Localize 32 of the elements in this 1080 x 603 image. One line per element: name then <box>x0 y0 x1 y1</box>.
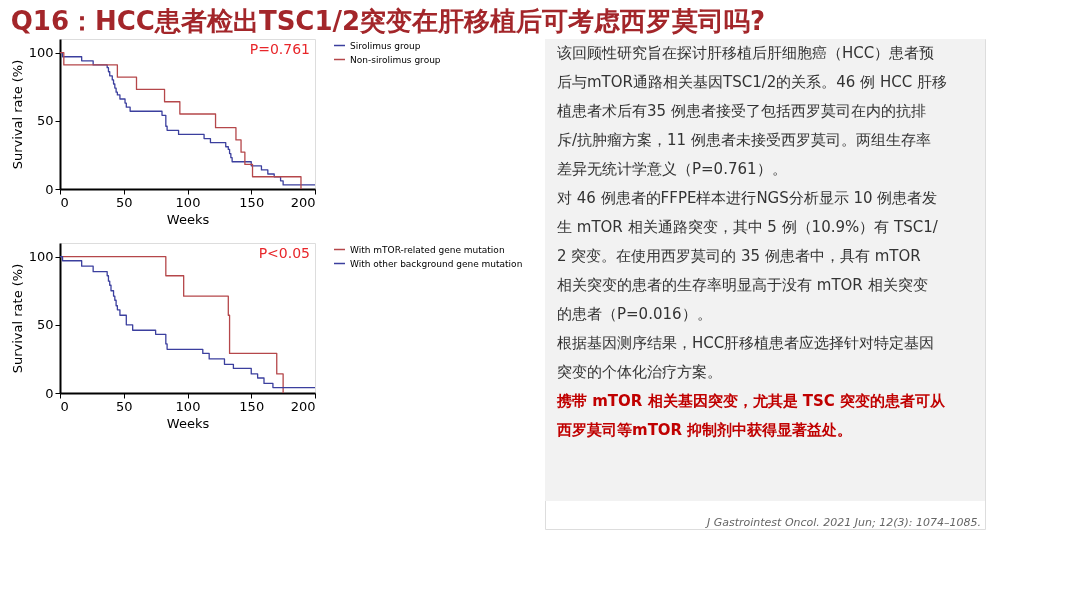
x-tick-label: 100 <box>175 398 201 414</box>
text: J Gastrointest Oncol. 2021 Jun; 12(3): 1074–1085. <box>704 516 981 529</box>
text: Q16：HCC患者检出TSC1/2突变在肝移植后可考虑西罗莫司吗? <box>10 5 766 36</box>
y-tick-label: 0 <box>45 181 54 197</box>
y-tick-label: 100 <box>28 45 54 61</box>
y-tick-label: 0 <box>45 385 54 401</box>
annotation: P=0.761 <box>249 41 310 57</box>
legend-label: Non-sirolimus group <box>350 54 441 65</box>
text: 对 46 例患者的FFPE样本进行NGS分析显示 10 例患者发生 mTOR 相关通路突变，其中 5 例（10.9%）有 TSC1/2 突变。在使用西罗莫司的 35 例患者中，具有 mTOR 相关突变的患者的生存率明显高于没有 mTOR 相关突变的患者（P=0.016）。 <box>557 189 939 323</box>
legend-label: Sirolimus group <box>350 40 421 51</box>
y-axis-title: Survival rate (%) <box>9 263 25 374</box>
annotation: P<0.05 <box>258 245 310 261</box>
text: 携带 mTOR 相关基因突变，尤其是 TSC 突变的患者可从西罗莫司等mTOR 抑制剂中获得显著益处。 <box>556 392 947 439</box>
x-axis-title: Weeks <box>166 211 210 227</box>
x-tick-label: 200 <box>290 194 316 210</box>
legend-label: With mTOR-related gene mutation <box>350 244 505 255</box>
x-tick-label: 0 <box>60 398 69 414</box>
x-tick-label: 50 <box>115 398 133 414</box>
legend-label: With other background gene mutation <box>350 258 523 269</box>
x-tick-label: 150 <box>239 398 265 414</box>
x-tick-label: 0 <box>60 194 69 210</box>
x-tick-label: 50 <box>115 194 133 210</box>
y-tick-label: 50 <box>36 317 54 333</box>
x-axis-title: Weeks <box>166 415 210 431</box>
y-tick-label: 100 <box>28 249 54 265</box>
text: 根据基因测序结果，HCC肝移植患者应选择针对特定基因突变的个体化治疗方案。 <box>557 334 935 381</box>
x-tick-label: 100 <box>175 194 201 210</box>
y-axis-title: Survival rate (%) <box>9 59 25 170</box>
x-tick-label: 150 <box>239 194 265 210</box>
x-tick-label: 200 <box>290 398 316 414</box>
y-tick-label: 50 <box>36 113 54 129</box>
text: 该回顾性研究旨在探讨肝移植后肝细胞癌（HCC）患者预后与mTOR通路相关基因TSC1/2的关系。46 例 HCC 肝移植患者术后有35 例患者接受了包括西罗莫司在内的抗排斥/抗肿瘤方案，11 例患者未接受西罗莫司。两组生存率差异无统计学意义（P=0.761）。 <box>557 44 947 178</box>
